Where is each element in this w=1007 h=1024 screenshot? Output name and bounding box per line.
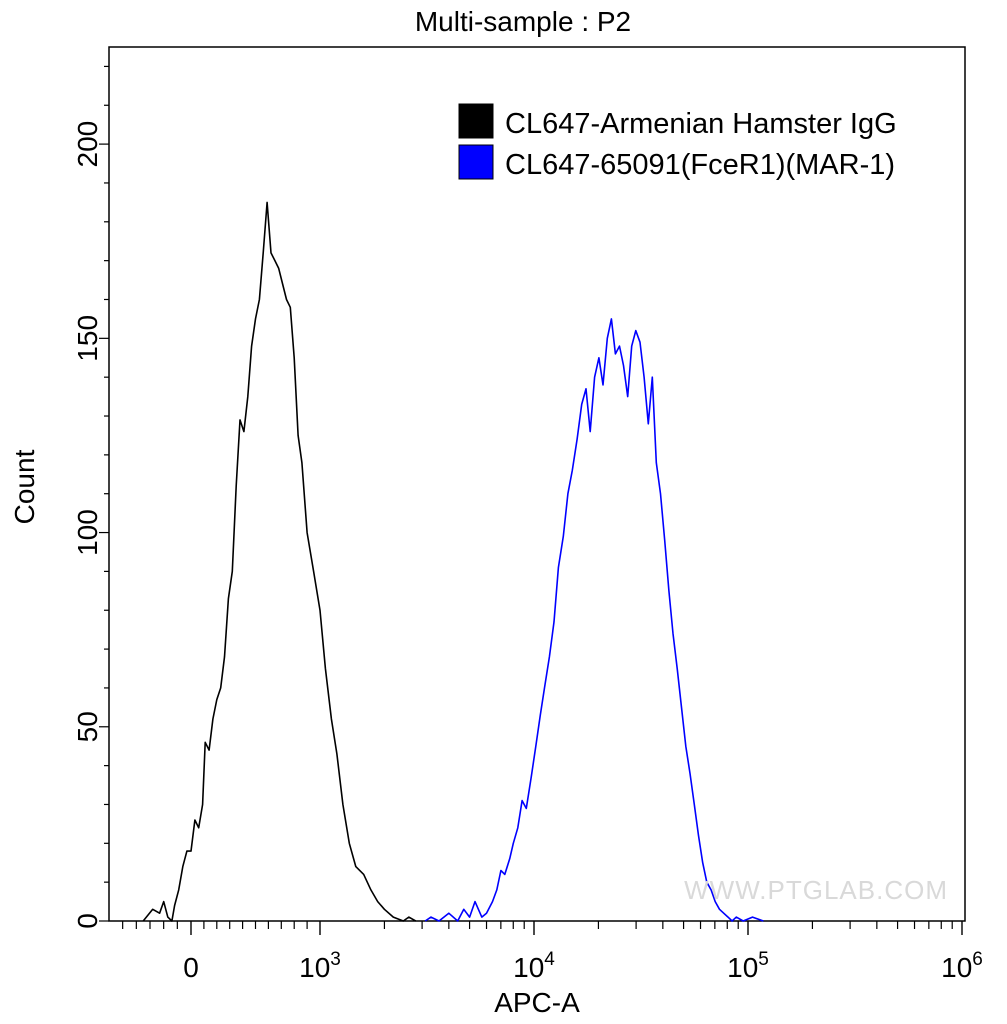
y-axis: 0 50 100 150 200: [72, 65, 109, 929]
y-tick-label: 200: [72, 121, 103, 168]
y-tick-label: 150: [72, 315, 103, 362]
x-axis-title: APC-A: [494, 987, 580, 1018]
legend-swatch-1: [458, 144, 494, 180]
series-layer: [142, 201, 764, 922]
legend-swatch-0: [458, 103, 494, 139]
legend-label-0: CL647-Armenian Hamster IgG: [505, 108, 897, 140]
y-tick-label: 100: [72, 509, 103, 556]
y-tick-label: 0: [72, 913, 103, 929]
x-tick-label: 104: [513, 949, 555, 983]
watermark: WWW.PTGLAB.COM: [684, 875, 948, 905]
x-tick-label: 0: [183, 952, 199, 983]
y-axis-title: Count: [9, 449, 40, 524]
chart-title: Multi-sample : P2: [415, 6, 631, 37]
plot-frame: [108, 46, 966, 922]
series-line-1: [424, 318, 764, 922]
x-axis: 0 103 104 105 106: [122, 921, 983, 983]
x-tick-label: 103: [299, 949, 341, 983]
legend: CL647-Armenian Hamster IgG CL647-65091(F…: [458, 103, 897, 181]
y-tick-label: 50: [72, 711, 103, 742]
x-tick-label: 105: [727, 949, 769, 983]
series-line-0: [142, 201, 417, 922]
legend-label-1: CL647-65091(FceR1)(MAR-1): [505, 149, 895, 181]
x-tick-label: 106: [941, 949, 983, 983]
